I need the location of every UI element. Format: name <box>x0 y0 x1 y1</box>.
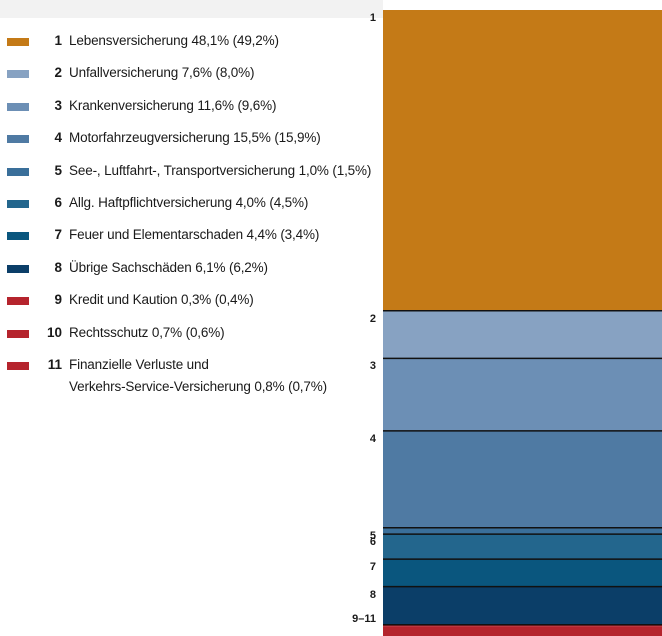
legend-label-line: Krankenversicherung 11,6% (9,6%) <box>69 97 277 113</box>
legend-swatch <box>7 329 29 338</box>
legend-item-7: 7 Feuer und Elementarschaden 4,4% (3,4%) <box>0 224 380 256</box>
legend-item-3: 3 Krankenversicherung 11,6% (9,6%) <box>0 95 380 127</box>
bar-segment-6 <box>383 534 662 560</box>
segment-label-5: 5 <box>369 529 376 542</box>
legend-swatch <box>7 200 29 208</box>
legend-label: Unfallversicherung 7,6% (8,0%) <box>69 64 254 82</box>
bar-segment-8 <box>383 586 662 625</box>
header-strip <box>0 0 383 18</box>
legend-item-2: 2 Unfallversicherung 7,6% (8,0%) <box>0 62 380 94</box>
legend-label: Übrige Sachschäden 6,1% (6,2%) <box>69 259 268 277</box>
legend-label: Finanzielle Verluste und Verkehrs-Service… <box>69 356 327 396</box>
legend-label: Kredit und Kaution 0,3% (0,4%) <box>69 291 254 309</box>
legend-number: 9 <box>54 292 62 308</box>
legend-item-8: 8 Übrige Sachschäden 6,1% (6,2%) <box>0 257 380 289</box>
legend-label-line: Übrige Sachschäden 6,1% (6,2%) <box>69 259 268 275</box>
legend-item-10: 10 Rechtsschutz 0,7% (0,6%) <box>0 322 380 354</box>
legend-number: 1 <box>54 33 62 48</box>
segment-label-1: 1 <box>369 12 376 24</box>
legend-swatch <box>7 167 29 176</box>
legend-label-line: See-, Luftfahrt-, Transportversicherung … <box>69 162 372 178</box>
legend-number: 2 <box>54 65 62 81</box>
legend-label-line: Verkehrs-Service-Versicherung 0,8% (0,7%… <box>69 379 327 394</box>
legend-item-9: 9 Kredit und Kaution 0,3% (0,4%) <box>0 289 380 321</box>
bar-segment-4 <box>383 430 662 528</box>
legend-number: 10 <box>46 324 62 340</box>
legend-label: Lebensversicherung 48,1% (49,2%) <box>69 32 279 50</box>
legend-number: 8 <box>54 259 62 275</box>
legend-label-line: Unfallversicherung 7,6% (8,0%) <box>69 65 255 81</box>
bar-segment-3 <box>383 358 662 431</box>
legend-swatch <box>7 232 29 241</box>
bar-segment-1 <box>383 10 662 311</box>
legend-label: Rechtsschutz 0,7% (0,6%) <box>69 324 225 342</box>
legend-item-11: 11 Finanzielle Verluste und Verkehrs-Servi… <box>0 354 380 394</box>
bar-segment-10 <box>383 626 662 631</box>
legend-swatch <box>7 102 29 111</box>
legend-label: See-, Luftfahrt-, Transportversicherung … <box>69 162 371 180</box>
bar-segment-5 <box>383 527 662 535</box>
legend-label-line: Kredit und Kaution 0,3% (0,4%) <box>69 292 254 308</box>
legend-swatch <box>7 135 29 144</box>
legend-item-6: 6 Allg. Haftpflichtversicherung 4,0% (4,5… <box>0 192 380 224</box>
legend-number: 3 <box>54 97 62 113</box>
legend-swatch <box>7 362 29 370</box>
legend-item-5: 5 See-, Luftfahrt-, Transportversicherung… <box>0 160 380 192</box>
legend-swatch <box>7 297 29 306</box>
legend-label-line: Rechtsschutz 0,7% (0,6%) <box>69 324 225 340</box>
legend-swatch <box>7 264 29 273</box>
legend-swatch <box>7 70 29 79</box>
legend-number: 6 <box>54 195 62 210</box>
legend-label: Motorfahrzeugversicherung 15,5% (15,9%) <box>69 129 321 147</box>
legend-label-line: Feuer und Elementarschaden 4,4% (3,4%) <box>69 227 320 243</box>
bar-segment-11 <box>383 630 662 636</box>
legend-number: 11 <box>47 357 62 372</box>
bar-segment-7 <box>383 559 662 587</box>
legend-number: 7 <box>54 227 62 243</box>
legend-label: Allg. Haftpflichtversicherung 4,0% (4,5%… <box>69 194 308 212</box>
segment-label-4: 4 <box>369 432 376 445</box>
stacked-bar <box>383 10 662 636</box>
segment-label-7: 7 <box>369 561 376 574</box>
segment-label-8: 8 <box>369 588 376 601</box>
segment-label-3: 3 <box>369 360 376 373</box>
legend-label-line: Lebensversicherung 48,1% (49,2%) <box>69 33 279 48</box>
legend-item-1: 1 Lebensversicherung 48,1% (49,2%) <box>0 30 380 62</box>
segment-label-2: 2 <box>369 312 376 325</box>
legend-swatch <box>7 38 29 46</box>
legend-number: 5 <box>54 162 62 178</box>
segment-label-9–11: 9–11 <box>352 612 376 625</box>
legend-label-line: Motorfahrzeugversicherung 15,5% (15,9%) <box>69 130 321 146</box>
legend-label: Feuer und Elementarschaden 4,4% (3,4%) <box>69 226 319 244</box>
legend-number: 4 <box>54 130 62 146</box>
segment-label-6: 6 <box>369 536 376 549</box>
legend-item-4: 4 Motorfahrzeugversicherung 15,5% (15,9%) <box>0 127 380 159</box>
bar-segment-2 <box>383 310 662 359</box>
legend-label-line: Allg. Haftpflichtversicherung 4,0% (4,5%… <box>69 195 309 210</box>
bar-segment-9 <box>383 624 662 627</box>
legend-label-line: Finanzielle Verluste und <box>69 357 209 372</box>
legend-label: Krankenversicherung 11,6% (9,6%) <box>69 97 276 115</box>
